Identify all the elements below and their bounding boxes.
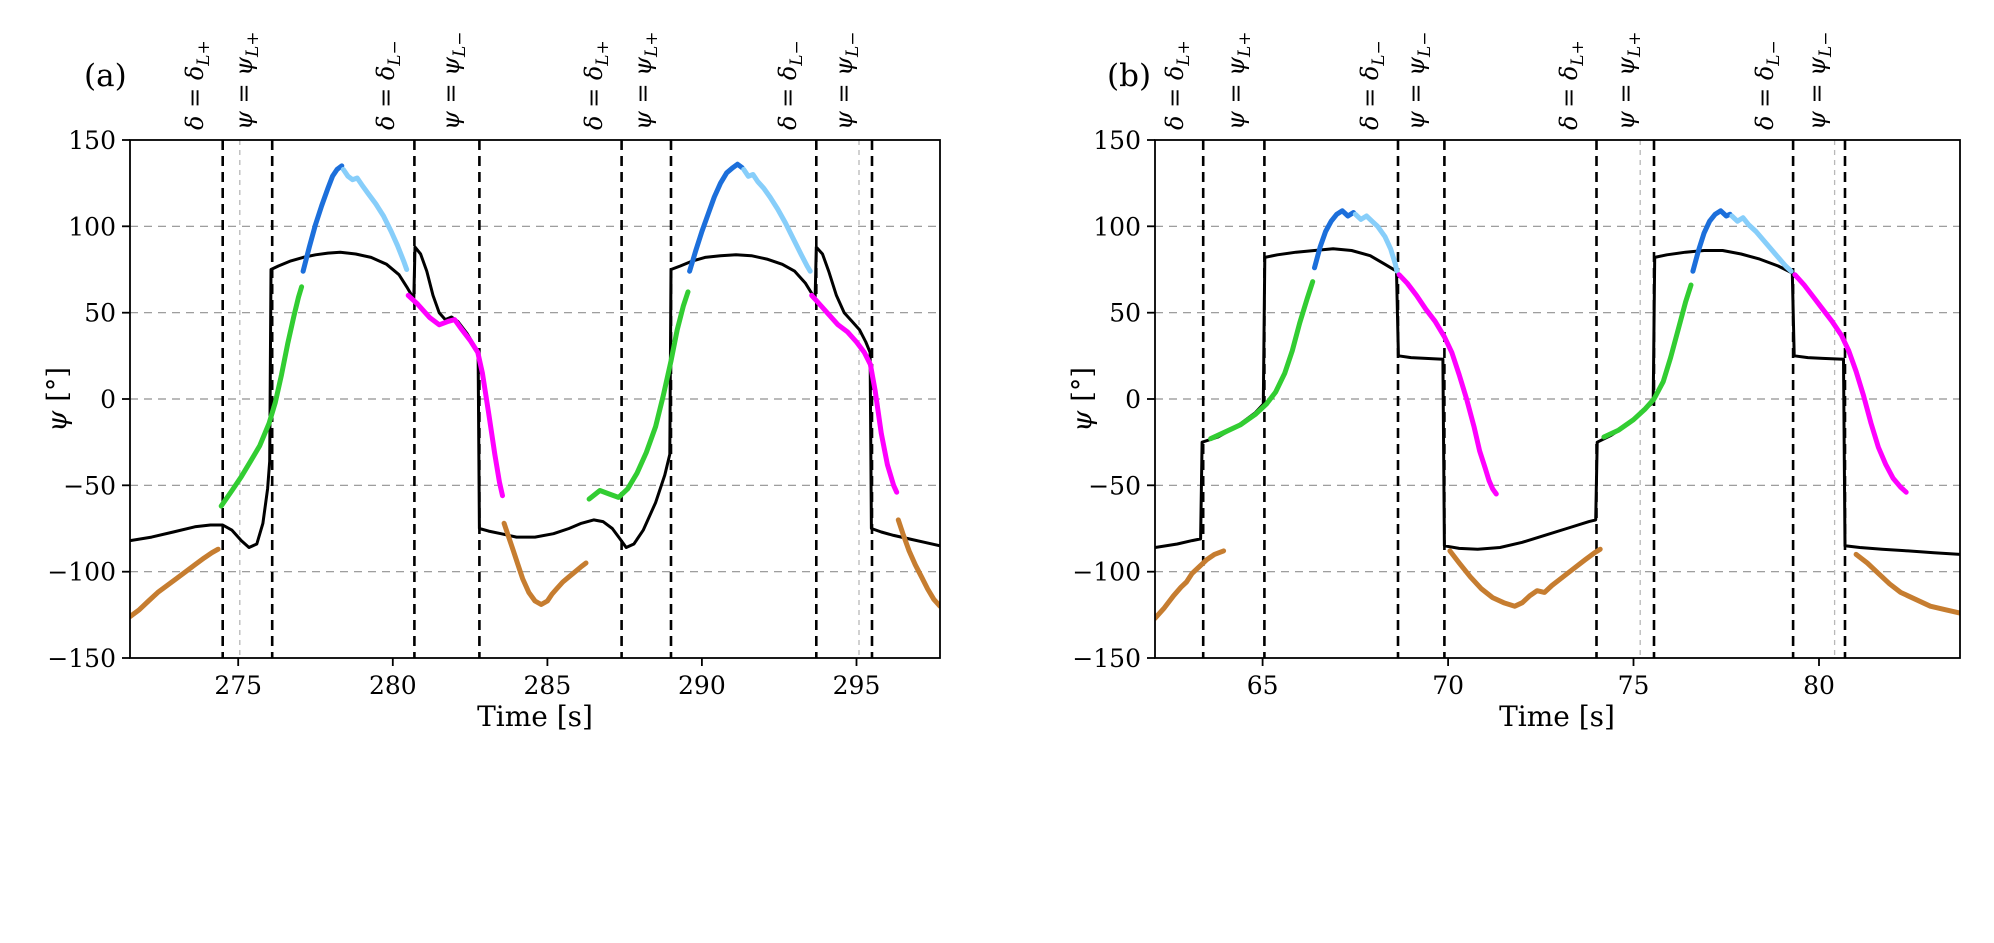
series-segment-lightblue-2 bbox=[741, 166, 813, 274]
x-tick-label: 70 bbox=[1432, 671, 1464, 700]
x-tick-label: 275 bbox=[214, 671, 262, 700]
y-tick-label: 50 bbox=[1109, 299, 1141, 328]
series-segment-lightblue-2 bbox=[1729, 213, 1794, 274]
panel-a: (a) ψ[°] 275 280 285 290 295 −150 −100 −50 0 50 10… bbox=[43, 31, 941, 733]
series-segment-magenta-1 bbox=[1396, 272, 1499, 497]
y-tick-label: 0 bbox=[1125, 385, 1141, 414]
series-segment-magenta-1 bbox=[405, 292, 505, 499]
series-segment-brown-2 bbox=[1447, 546, 1603, 609]
x-tick-label: 295 bbox=[833, 671, 881, 700]
panel-b-plot: 65 70 75 80 −150 −100 −50 0 50 100 150 bbox=[1072, 126, 1961, 700]
series-segment-magenta-2 bbox=[1792, 272, 1909, 495]
panel-b-x-axis-label: Time [s] bbox=[1499, 700, 1615, 733]
series-segment-lightblue-1 bbox=[340, 166, 410, 272]
y-tick-label: 0 bbox=[100, 385, 116, 414]
series-segment-blue-1 bbox=[1312, 208, 1356, 271]
y-tick-label: −50 bbox=[1088, 471, 1141, 500]
series-segment-brown-3 bbox=[1853, 551, 1960, 616]
y-tick-label: 50 bbox=[84, 299, 116, 328]
series-segment-brown-2 bbox=[501, 520, 589, 607]
x-tick-label: 280 bbox=[369, 671, 417, 700]
series-segment-brown-3 bbox=[895, 517, 940, 609]
x-tick-label: 290 bbox=[678, 671, 726, 700]
x-tick-label: 80 bbox=[1803, 671, 1835, 700]
series-segment-brown-1 bbox=[1155, 548, 1227, 621]
panel-b: (b) ψ[°] 65 70 75 80 −150 −100 −50 0 50 100 150 δ … bbox=[997, 0, 1994, 943]
series-segment-magenta-2 bbox=[809, 292, 900, 495]
x-tick-label: 285 bbox=[524, 671, 572, 700]
panel-b-letter: (b) bbox=[1107, 58, 1152, 94]
y-tick-label: −100 bbox=[47, 558, 116, 587]
y-tick-label: −50 bbox=[63, 471, 116, 500]
y-tick-label: −100 bbox=[1072, 558, 1141, 587]
y-tick-label: −150 bbox=[47, 644, 116, 673]
x-tick-label: 75 bbox=[1618, 671, 1650, 700]
panel-a-plot: 275 280 285 290 295 −150 −100 −50 0 50 100 150 bbox=[47, 126, 941, 700]
panel-a-x-axis-label: Time [s] bbox=[477, 700, 593, 733]
series-segment-lightblue-1 bbox=[1352, 211, 1400, 274]
x-tick-label: 65 bbox=[1247, 671, 1279, 700]
y-tick-label: −150 bbox=[1072, 644, 1141, 673]
panel-a-letter: (a) bbox=[84, 58, 127, 94]
series-segment-brown-1 bbox=[130, 546, 221, 620]
y-tick-label: 150 bbox=[1093, 126, 1141, 155]
y-tick-label: 100 bbox=[1093, 212, 1141, 241]
y-tick-label: 100 bbox=[68, 212, 116, 241]
series-segment-green-2 bbox=[586, 289, 691, 502]
series-segment-green-2 bbox=[1601, 282, 1694, 440]
series-segment-green-1 bbox=[1208, 279, 1316, 442]
series-segment-blue-2 bbox=[687, 161, 745, 274]
series-heading-black bbox=[130, 245, 940, 549]
series-heading-black bbox=[1155, 247, 1960, 556]
series-segment-green-1 bbox=[218, 284, 305, 509]
series-segment-blue-1 bbox=[300, 163, 345, 274]
y-tick-label: 150 bbox=[68, 126, 116, 155]
series-segment-blue-2 bbox=[1690, 208, 1733, 274]
